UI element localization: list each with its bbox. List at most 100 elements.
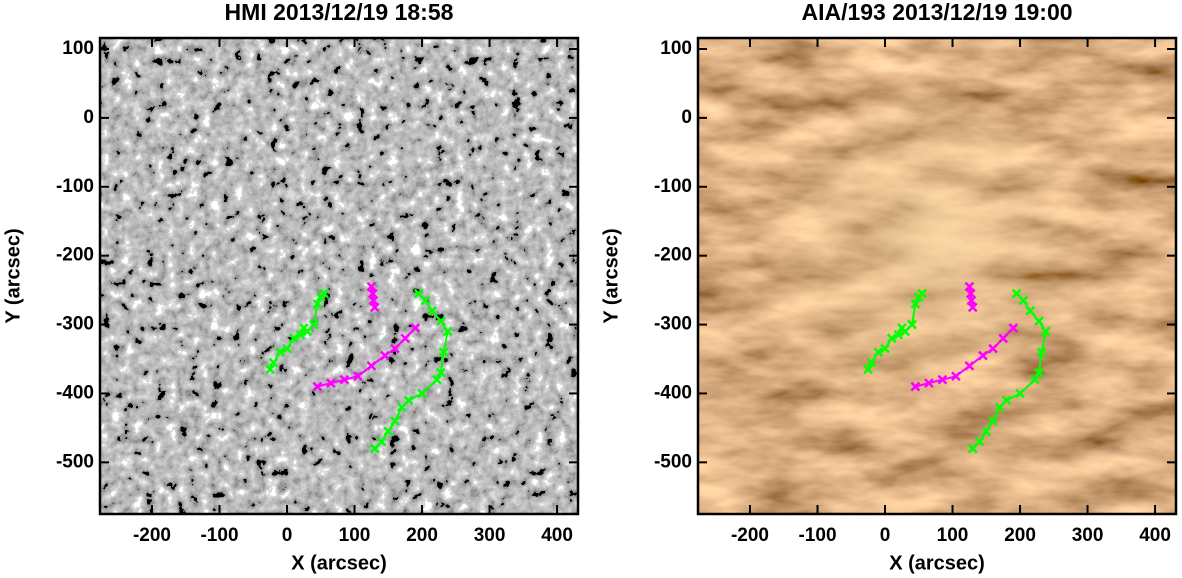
x-tick-label: 200 <box>406 525 438 546</box>
track-marker <box>369 302 380 313</box>
track-marker <box>265 364 276 375</box>
track-marker <box>964 281 975 292</box>
x-axis-label: X (arcsec) <box>291 552 387 574</box>
track-marker <box>268 357 279 368</box>
track-marker <box>1011 288 1022 299</box>
y-tick-label: -200 <box>654 245 692 266</box>
track-marker <box>339 374 350 385</box>
track-marker <box>1001 395 1012 406</box>
y-axis-label: Y (arcsec) <box>2 228 24 323</box>
track-marker <box>873 347 884 358</box>
track-marker <box>413 288 424 299</box>
x-tick-label: 300 <box>474 525 506 546</box>
y-tick-label: -300 <box>56 314 94 335</box>
track-marker <box>396 402 407 413</box>
track-marker <box>1030 374 1040 385</box>
track-marker <box>319 288 330 299</box>
x-tick-label: 400 <box>1139 525 1171 546</box>
track-marker <box>924 378 934 389</box>
y-tick-label: 100 <box>660 38 692 59</box>
plot-frame <box>98 36 580 516</box>
track-marker <box>1015 388 1025 399</box>
x-tick-label: 0 <box>282 525 293 546</box>
track-marker <box>880 343 890 354</box>
track-marker <box>380 350 390 361</box>
x-tick-label: -100 <box>200 525 238 546</box>
track-marker <box>400 333 411 344</box>
track-marker <box>368 295 379 306</box>
track-marker <box>994 402 1005 413</box>
track-marker <box>442 326 453 337</box>
track-marker <box>326 378 336 389</box>
track-marker <box>1036 347 1047 358</box>
track-marker <box>863 364 874 375</box>
x-tick-label: -100 <box>798 525 836 546</box>
y-tick-label: 100 <box>62 38 94 59</box>
track-marker <box>967 443 978 454</box>
x-tick-label: 300 <box>1072 525 1104 546</box>
track-marker <box>376 436 387 447</box>
y-tick-label: 0 <box>83 107 94 128</box>
track-marker <box>312 381 323 392</box>
track-marker <box>974 436 985 447</box>
track-marker <box>988 343 998 354</box>
track-marker <box>436 316 446 327</box>
x-tick-label: 200 <box>1004 525 1036 546</box>
x-tick-label: 100 <box>937 525 969 546</box>
track-marker <box>937 374 948 385</box>
x-tick-label: 0 <box>880 525 891 546</box>
track-marker <box>910 381 921 392</box>
track-marker <box>427 305 438 316</box>
track-marker <box>1008 323 1019 333</box>
track-marker <box>438 347 449 358</box>
y-tick-label: -100 <box>654 176 692 197</box>
track-marker <box>302 326 313 337</box>
track-marker <box>275 347 286 358</box>
track-marker <box>366 361 377 371</box>
y-tick-label: -400 <box>56 382 94 403</box>
track-marker <box>1018 295 1029 306</box>
x-tick-label: 100 <box>339 525 371 546</box>
track-marker <box>966 295 977 306</box>
track-marker <box>436 367 446 378</box>
track-line <box>968 286 974 308</box>
track-marker <box>981 426 992 437</box>
track-marker <box>978 350 988 361</box>
track-marker <box>866 357 877 368</box>
track-marker <box>900 326 911 337</box>
track-marker <box>1025 305 1036 316</box>
track-marker <box>917 288 928 299</box>
y-tick-label: -500 <box>56 451 94 472</box>
track-marker <box>432 374 442 385</box>
y-tick-label: -200 <box>56 245 94 266</box>
track-marker <box>353 371 363 382</box>
track-marker <box>910 299 921 309</box>
plot-frame <box>696 36 1178 516</box>
y-tick-label: -500 <box>654 451 692 472</box>
track-marker <box>893 330 904 340</box>
track-marker <box>312 299 323 309</box>
track-marker <box>366 281 377 292</box>
x-axis-label: X (arcsec) <box>889 552 985 574</box>
track-marker <box>1040 326 1051 337</box>
image-panel <box>100 38 578 514</box>
chart-title: HMI 2013/12/19 18:58 <box>225 0 454 25</box>
y-tick-label: 0 <box>681 107 692 128</box>
track-marker <box>295 330 306 340</box>
y-tick-label: -400 <box>654 382 692 403</box>
track-marker <box>420 295 431 306</box>
track-marker <box>403 395 414 406</box>
track-marker <box>1034 367 1044 378</box>
track-marker <box>907 319 917 330</box>
track-marker <box>998 333 1009 344</box>
track-marker <box>390 343 400 354</box>
track-marker <box>390 416 400 426</box>
chart-title: AIA/193 2013/12/19 19:00 <box>801 0 1072 25</box>
track-marker <box>309 319 319 330</box>
track-marker <box>410 323 421 333</box>
track-marker <box>288 333 299 344</box>
track-marker <box>417 388 427 399</box>
y-tick-label: -100 <box>56 176 94 197</box>
y-tick-label: -300 <box>654 314 692 335</box>
